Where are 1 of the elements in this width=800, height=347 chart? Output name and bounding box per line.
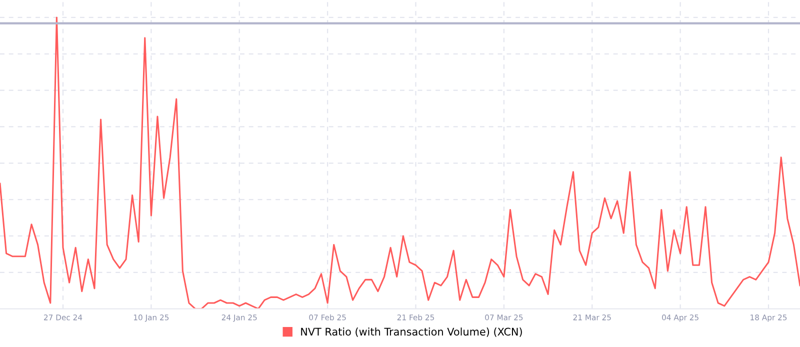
- legend-label: NVT Ratio (with Transaction Volume) (XCN): [301, 328, 522, 337]
